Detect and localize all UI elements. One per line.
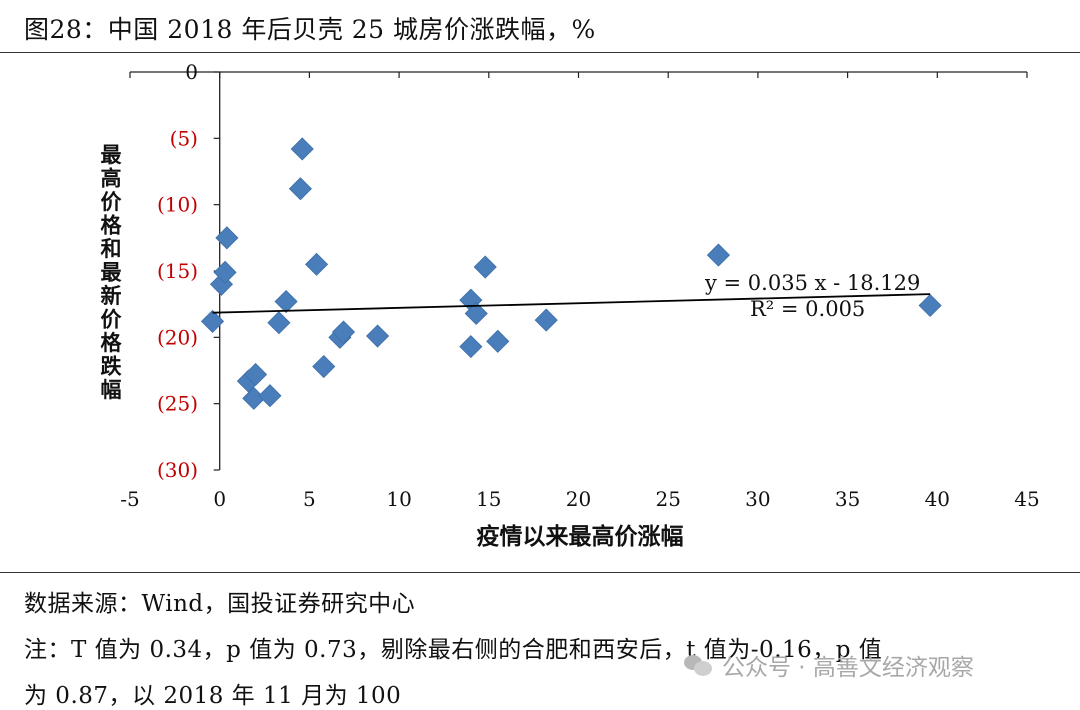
trendline [212, 293, 931, 314]
x-tick-label: 10 [386, 487, 411, 511]
y-tick-label: (20) [157, 325, 198, 349]
data-point [331, 320, 356, 344]
source-note: 数据来源：Wind，国投证券研究中心 [24, 591, 416, 617]
data-point [312, 354, 336, 379]
trendline-equation: y = 0.035 x - 18.129 [704, 271, 920, 295]
x-tick-label: 0 [213, 487, 226, 511]
x-tick-label: 15 [476, 487, 501, 511]
data-point [274, 289, 298, 314]
x-axis-label: 疫情以来最高价涨幅 [477, 523, 684, 550]
y-axis-label-char: 新 [101, 284, 122, 308]
data-point [464, 301, 488, 326]
data-point [244, 362, 268, 387]
data-point [305, 252, 329, 276]
y-axis-label-char: 价 [101, 308, 123, 332]
y-tick-label: (10) [157, 193, 198, 217]
data-point [288, 177, 312, 201]
trendline-layer [212, 293, 931, 314]
x-tick-label: 25 [655, 487, 680, 511]
data-point [215, 226, 239, 250]
chart-title: 图28：中国 2018 年后贝壳 25 城房价涨跌幅，% [24, 15, 596, 44]
x-tick-label: -5 [120, 487, 139, 511]
y-axis-label-char: 和 [101, 237, 122, 261]
data-point [918, 293, 942, 318]
x-tick-label: 30 [745, 487, 770, 511]
data-point [366, 324, 390, 348]
x-tick-label: 5 [303, 487, 316, 511]
data-point [473, 255, 497, 279]
footnote-line-1: 注：T 值为 0.34，p 值为 0.73，剔除最右侧的合肥和西安后，t 值为-… [24, 637, 883, 663]
data-point [267, 311, 291, 335]
data-point [200, 309, 225, 333]
points-layer [200, 137, 942, 410]
tick-labels-layer: -5 0 5 10 15 20 25 30 35 40 45 0 (5) (10) (15) (20) (25)… [120, 60, 1039, 511]
watermark: 公众号 · 高善文经济观察 [684, 648, 974, 682]
y-axis-label-char: 格 [101, 214, 123, 238]
r-squared-label: R² = 0.005 [750, 297, 865, 321]
data-point [534, 308, 558, 332]
x-tick-label: 45 [1014, 487, 1039, 511]
y-tick-label: 0 [185, 60, 198, 84]
data-point [459, 335, 483, 359]
y-axis-label-char: 最 [101, 143, 123, 167]
y-axis-label-char: 格 [101, 331, 123, 355]
data-point [213, 260, 237, 284]
x-tick-label: 20 [566, 487, 591, 511]
data-point [258, 384, 282, 408]
bottom-divider [0, 572, 1080, 573]
data-point [290, 137, 314, 161]
y-axis-label-char: 价 [101, 190, 123, 214]
x-tick-label: 40 [925, 487, 950, 511]
wechat-icon [684, 653, 714, 677]
y-axis-label-char: 跌 [101, 355, 123, 379]
footnote-line-2: 为 0.87，以 2018 年 11 月为 100 [24, 683, 402, 709]
y-axis-label-char: 高 [101, 167, 122, 191]
data-point [706, 243, 730, 267]
y-tick-label: (15) [157, 259, 198, 283]
top-divider [0, 52, 1080, 53]
y-tick-label: (5) [170, 126, 198, 150]
y-axis-label-char: 幅 [101, 378, 122, 402]
y-tick-label: (30) [157, 458, 198, 482]
x-tick-label: 35 [835, 487, 860, 511]
y-tick-label: (25) [157, 392, 198, 416]
scatter-chart: -5 0 5 10 15 20 25 30 35 40 45 0 (5) (10) (15) (20) (25)… [101, 60, 1040, 550]
watermark-text: 公众号 · 高善文经济观察 [722, 655, 974, 681]
y-axis-label-char: 最 [101, 261, 123, 285]
data-point [486, 329, 510, 353]
